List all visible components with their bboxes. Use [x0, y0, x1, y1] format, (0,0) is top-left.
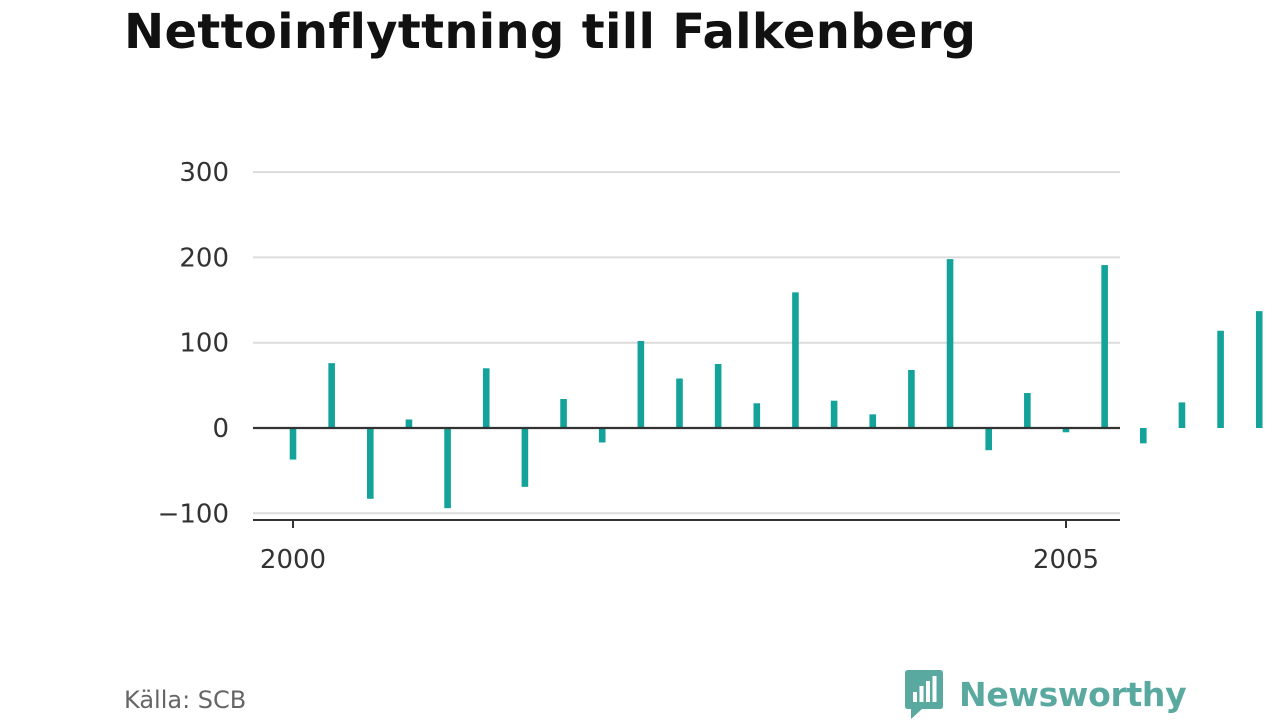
bar-2001-07[interactable] — [521, 428, 529, 487]
bar-2001-01[interactable] — [444, 428, 451, 509]
bar-2002-10[interactable] — [714, 364, 722, 428]
bar-2000-07[interactable] — [367, 428, 374, 499]
bar-2005-07[interactable] — [1140, 428, 1147, 444]
source-note: Källa: SCB — [124, 686, 247, 714]
x-tick-label: 2005 — [1033, 545, 1099, 575]
y-tick-label: 0 — [212, 414, 229, 444]
brand-logo[interactable]: Newsworthy — [903, 668, 1187, 720]
bar-2003-01[interactable] — [753, 403, 761, 428]
bar-2003-07[interactable] — [830, 400, 838, 428]
axes: −1000100200300200020052010201520202025 — [158, 158, 1120, 575]
bar-2005-10[interactable] — [1178, 402, 1186, 428]
bar-2005-01[interactable] — [1062, 428, 1070, 433]
bar-2002-04[interactable] — [637, 340, 645, 428]
newsworthy-logo-icon — [905, 670, 943, 719]
bar-2004-04[interactable] — [946, 259, 954, 428]
bar-2001-04[interactable] — [482, 368, 490, 428]
bar-2006-01[interactable] — [1217, 330, 1224, 428]
chart-title: Nettoinflyttning till Falkenberg — [124, 4, 977, 60]
bar-2006-04[interactable] — [1255, 311, 1263, 428]
bar-2002-01[interactable] — [598, 428, 606, 443]
bar-2004-01[interactable] — [908, 370, 915, 428]
bars — [289, 259, 1263, 509]
x-tick-label: 2000 — [260, 545, 326, 575]
y-tick-label: 100 — [179, 329, 229, 359]
gridlines — [253, 171, 1120, 515]
bar-2004-10[interactable] — [1024, 393, 1031, 428]
y-tick-label: −100 — [158, 499, 229, 529]
bar-2005-04[interactable] — [1101, 265, 1108, 428]
bar-2003-04[interactable] — [792, 292, 799, 428]
bar-2004-07[interactable] — [985, 428, 992, 451]
bar-2002-07[interactable] — [676, 378, 683, 428]
y-tick-label: 300 — [179, 158, 229, 188]
bar-2000-10[interactable] — [405, 419, 413, 428]
brand-name: Newsworthy — [959, 674, 1187, 714]
bar-2000-01[interactable] — [289, 428, 297, 460]
bar-2000-04[interactable] — [328, 363, 335, 428]
y-tick-label: 200 — [179, 243, 229, 273]
bar-2003-10[interactable] — [869, 414, 877, 428]
bar-2001-10[interactable] — [560, 399, 567, 428]
